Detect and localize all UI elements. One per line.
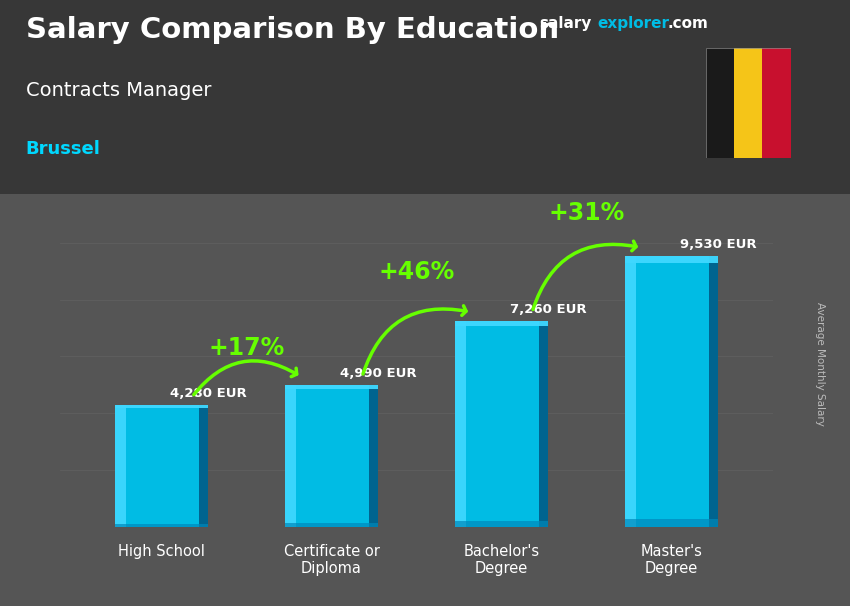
Bar — [285, 385, 378, 389]
Bar — [625, 256, 718, 263]
Bar — [199, 405, 208, 527]
Text: 4,280 EUR: 4,280 EUR — [170, 387, 246, 401]
Bar — [115, 405, 208, 408]
Text: Salary Comparison By Education: Salary Comparison By Education — [26, 16, 558, 44]
Bar — [115, 524, 208, 527]
Bar — [625, 519, 718, 527]
Bar — [285, 385, 378, 527]
Text: salary: salary — [540, 16, 592, 30]
Text: explorer: explorer — [598, 16, 670, 30]
Bar — [369, 385, 378, 527]
Text: Brussel: Brussel — [26, 139, 100, 158]
Bar — [115, 405, 126, 527]
Bar — [625, 256, 718, 527]
Text: +46%: +46% — [378, 260, 455, 284]
Bar — [285, 385, 296, 527]
Bar — [455, 521, 548, 527]
Bar — [285, 523, 378, 527]
Bar — [115, 405, 208, 527]
Text: 7,260 EUR: 7,260 EUR — [510, 302, 586, 316]
Text: +17%: +17% — [208, 336, 285, 360]
Bar — [706, 48, 734, 158]
Bar — [455, 321, 466, 527]
Text: +31%: +31% — [548, 201, 625, 225]
Text: Contracts Manager: Contracts Manager — [26, 81, 211, 101]
Text: 9,530 EUR: 9,530 EUR — [680, 238, 756, 251]
Bar — [539, 321, 548, 527]
Bar — [709, 256, 718, 527]
Text: .com: .com — [667, 16, 708, 30]
Text: Average Monthly Salary: Average Monthly Salary — [815, 302, 825, 425]
Text: 4,990 EUR: 4,990 EUR — [340, 367, 416, 380]
Bar — [762, 48, 791, 158]
Bar — [455, 321, 548, 326]
Bar — [734, 48, 762, 158]
Bar — [455, 321, 548, 527]
Bar — [625, 256, 636, 527]
